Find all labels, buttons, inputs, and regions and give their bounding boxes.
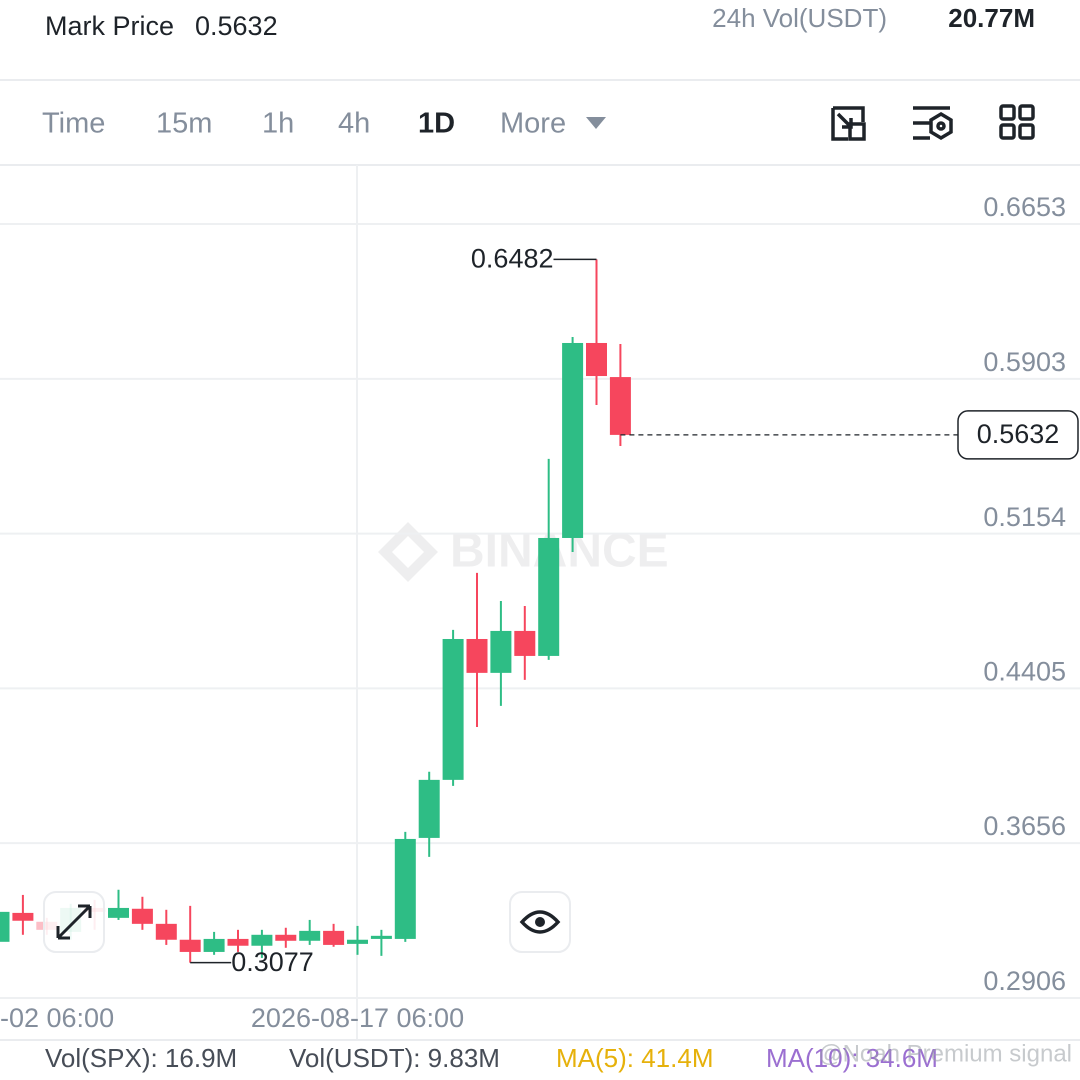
candle-body (179, 939, 201, 952)
candle-body (609, 377, 631, 435)
y-tick-label: 0.6653 (983, 192, 1066, 222)
eye-icon (519, 910, 561, 934)
y-tick-label: 0.5903 (983, 347, 1066, 377)
last-price-label: 0.5632 (977, 419, 1060, 449)
toolbar-icons (831, 104, 1035, 141)
mark-price-label: Mark Price (45, 11, 174, 41)
candle-body (12, 912, 34, 921)
tab[interactable]: 1D (418, 108, 455, 140)
volume-legend-item: MA(5): 41.4M (556, 1043, 714, 1073)
low-label: 0.3077 (231, 947, 314, 977)
tab[interactable]: More (500, 108, 566, 140)
volume-legend-item: Vol(USDT): 9.83M (289, 1043, 500, 1073)
candle-body (155, 923, 177, 940)
candle-body (323, 930, 345, 945)
overlay-watermark: @Noah Premium signal (818, 1040, 1072, 1067)
candle-body (275, 934, 297, 941)
vol-value: 20.77M (948, 3, 1035, 33)
volume-legend-item: Vol(SPX): 16.9M (45, 1043, 237, 1073)
fullscreen-icon (56, 904, 92, 940)
candles (0, 259, 631, 963)
tabs: Time 15m 1h 4h 1D More (42, 108, 566, 140)
watermark-text: BINANCE (450, 525, 669, 578)
high-label: 0.6482 (471, 243, 554, 273)
tab[interactable]: 4h (338, 108, 370, 140)
vol-label: 24h Vol(USDT) (712, 3, 887, 33)
candle-body (538, 537, 560, 656)
annotations: 0.6482 0.3077 0.5632 (190, 243, 1079, 977)
icon-settings[interactable] (913, 106, 953, 141)
icon-layout[interactable] (831, 106, 866, 141)
tab[interactable]: Time (42, 108, 105, 140)
candle-body (586, 342, 607, 377)
icon-grid[interactable] (999, 104, 1035, 140)
candle-body (394, 838, 416, 939)
grid: 0.6653 0.5903 0.5154 0.4405 0.3656 0.2906 -02 … (0, 192, 1080, 1033)
candle-body (442, 638, 464, 780)
candle-body (227, 938, 249, 946)
volume-legend: Vol(SPX): 16.9M Vol(USDT): 9.83M MA(5): 41… (45, 1043, 938, 1073)
mark-price: 0.5632 (195, 11, 278, 41)
candle-body (514, 630, 536, 656)
tab[interactable]: 1h (262, 108, 294, 140)
candle-body (562, 342, 584, 538)
x-tick-label: -02 06:00 (0, 1003, 114, 1033)
candle-body (370, 935, 392, 939)
last-price-box (957, 410, 1079, 460)
y-tick-label: 0.3656 (983, 811, 1066, 841)
y-tick-label: 0.2906 (983, 966, 1066, 996)
eye-pupil (535, 917, 545, 927)
candle-body (347, 939, 368, 944)
volume-legend-item: MA(10): 34.6M (766, 1043, 938, 1073)
y-tick-label: 0.5154 (983, 502, 1066, 532)
tab[interactable]: 15m (156, 108, 212, 140)
candle-body (418, 779, 440, 838)
more-arrow[interactable] (586, 117, 606, 129)
candle-body (490, 630, 512, 673)
candle-body (299, 930, 321, 941)
y-tick-label: 0.4405 (983, 656, 1066, 686)
candle-body (251, 934, 273, 946)
x-tick-label: 2026-08-17 06:00 (251, 1003, 464, 1033)
candle-body (0, 911, 10, 942)
candle-body (466, 638, 488, 673)
candle-body (108, 907, 129, 918)
candle-body (131, 908, 153, 924)
candle-body (203, 938, 225, 952)
